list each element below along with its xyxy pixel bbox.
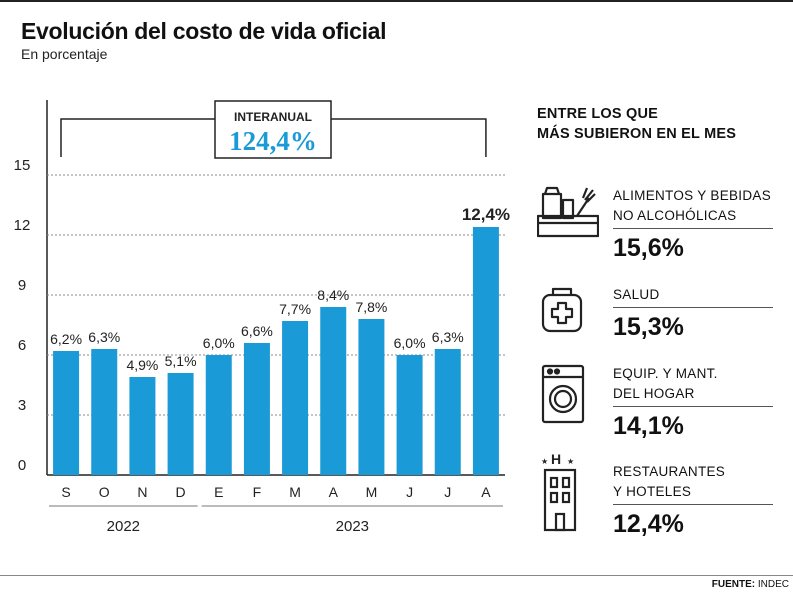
bar	[91, 349, 118, 475]
bar-value-label: 12,4%	[462, 205, 510, 224]
x-tick-label: F	[253, 484, 262, 500]
bar	[282, 321, 309, 475]
y-tick-label: 15	[14, 157, 31, 174]
source-value: INDEC	[757, 579, 789, 590]
interanual-label: INTERANUAL	[234, 110, 312, 124]
bar-chart: 0 3 6 9 12 15 6,2% S 6,3% O 4,9% N 5,1% D 6,0% E 6,6% F 7,…	[14, 100, 510, 535]
y-tick-label: 0	[18, 457, 26, 474]
bar-value-label: 6,0%	[203, 335, 235, 351]
sidebar-title: ENTRE LOS QUE MÁS SUBIERON EN EL MES	[537, 104, 736, 144]
category-health-label: SALUD	[613, 285, 660, 305]
year-label: 2022	[107, 518, 140, 535]
x-tick-label: M	[366, 484, 378, 500]
x-tick-label: E	[214, 484, 223, 500]
bar-value-label: 7,8%	[355, 299, 387, 315]
x-tick-label: S	[61, 484, 70, 500]
category-home-value: 14,1%	[613, 412, 684, 440]
bar-value-label: 5,1%	[165, 353, 197, 369]
year-label: 2023	[336, 518, 369, 535]
category-restaurants-label-line2: Y HOTELES	[613, 484, 692, 499]
bar	[396, 355, 423, 475]
category-home-label-line1: EQUIP. Y MANT.	[613, 366, 718, 381]
category-divider	[613, 504, 773, 505]
top-rule	[0, 0, 793, 2]
washing-machine-icon	[541, 364, 585, 424]
category-health: SALUD 15,3%	[537, 285, 777, 375]
source-label: FUENTE:	[711, 579, 756, 590]
category-restaurants: H ★ ★ RESTAURANTES Y HOTELES 12,4%	[537, 451, 777, 552]
category-divider	[613, 228, 773, 229]
category-divider	[613, 406, 773, 407]
x-tick-label: M	[289, 484, 301, 500]
sidebar-title-line1: ENTRE LOS QUE	[537, 106, 659, 122]
source-note: FUENTE: INDEC	[712, 579, 789, 590]
category-food-label: ALIMENTOS Y BEBIDAS NO ALCOHÓLICAS	[613, 186, 771, 226]
category-divider	[613, 307, 773, 308]
y-tick-label: 12	[14, 217, 31, 234]
bar-value-label: 6,0%	[394, 335, 426, 351]
bottom-rule	[0, 575, 793, 576]
bar-value-label: 6,3%	[432, 329, 464, 345]
category-restaurants-value: 12,4%	[613, 510, 684, 538]
svg-text:H: H	[551, 451, 561, 467]
bar-value-label: 7,7%	[279, 301, 311, 317]
y-tick-label: 3	[18, 397, 26, 414]
bar	[320, 307, 347, 475]
category-food: ALIMENTOS Y BEBIDAS NO ALCOHÓLICAS 15,6%	[537, 186, 777, 276]
bar-value-label: 4,9%	[126, 357, 158, 373]
x-tick-label: J	[444, 484, 451, 500]
y-tick-label: 9	[18, 277, 26, 294]
category-home: EQUIP. Y MANT. DEL HOGAR 14,1%	[537, 364, 777, 454]
sidebar-title-line2: MÁS SUBIERON EN EL MES	[537, 126, 737, 142]
bar	[358, 319, 385, 475]
category-health-value: 15,3%	[613, 313, 684, 341]
bar	[472, 227, 499, 475]
svg-text:★: ★	[541, 457, 548, 466]
category-food-label-line2: NO ALCOHÓLICAS	[613, 208, 737, 223]
category-food-value: 15,6%	[613, 234, 684, 262]
x-tick-label: O	[99, 484, 110, 500]
category-restaurants-label-line1: RESTAURANTES	[613, 464, 726, 479]
interanual-box	[214, 100, 332, 159]
bar-value-label: 6,3%	[88, 329, 120, 345]
bar	[434, 349, 461, 475]
interanual-value: 124,4%	[229, 126, 317, 156]
bar	[129, 377, 156, 475]
svg-text:★: ★	[567, 457, 574, 466]
x-tick-label: A	[481, 484, 491, 500]
category-health-label-line1: SALUD	[613, 287, 660, 302]
x-tick-label: N	[137, 484, 147, 500]
hotel-icon: H ★ ★	[541, 451, 577, 532]
x-tick-label: D	[176, 484, 186, 500]
x-tick-label: J	[406, 484, 413, 500]
medical-kit-icon	[541, 287, 583, 333]
y-tick-label: 6	[18, 337, 26, 354]
x-tick-label: A	[329, 484, 339, 500]
bar-value-label: 8,4%	[317, 287, 349, 303]
category-home-label-line2: DEL HOGAR	[613, 386, 695, 401]
bar-value-label: 6,6%	[241, 323, 273, 339]
category-home-label: EQUIP. Y MANT. DEL HOGAR	[613, 364, 718, 404]
category-food-label-line1: ALIMENTOS Y BEBIDAS	[613, 188, 772, 203]
page-subtitle: En porcentaje	[21, 46, 108, 62]
page-title: Evolución del costo de vida oficial	[21, 18, 387, 44]
food-basket-icon	[537, 186, 599, 238]
bar	[167, 373, 194, 475]
bar	[243, 343, 270, 475]
bar-value-label: 6,2%	[50, 331, 82, 347]
bar	[53, 351, 80, 475]
category-restaurants-label: RESTAURANTES Y HOTELES	[613, 462, 725, 502]
bar	[205, 355, 232, 475]
